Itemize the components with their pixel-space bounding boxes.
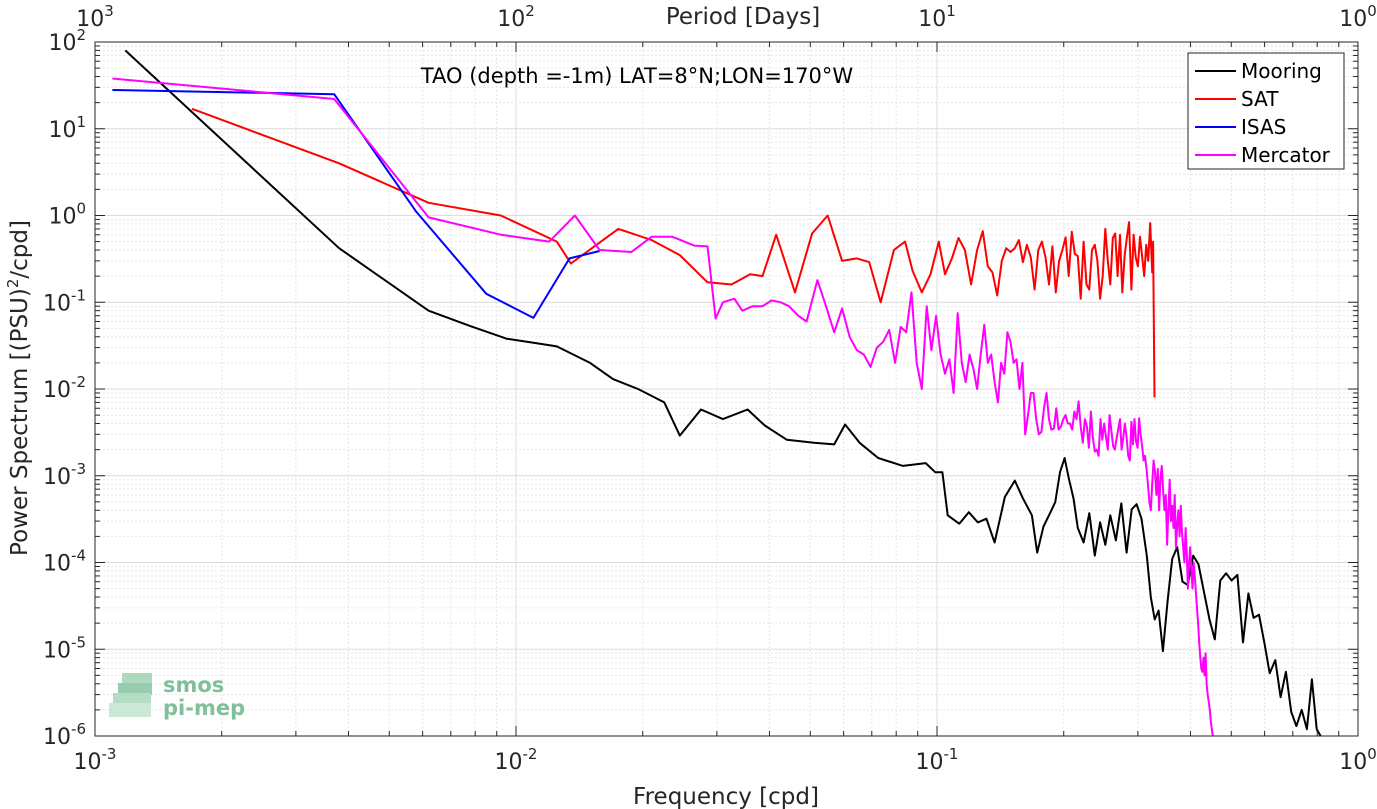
y-tick-label-exp: -1 [71, 286, 86, 304]
y-tick-label: 102 [48, 26, 86, 56]
series-group [112, 49, 1322, 736]
x2-tick-label: 102 [497, 2, 535, 32]
y-tick-label-base: 10 [48, 118, 76, 143]
x-tick-label-exp: -3 [102, 745, 117, 763]
series-line-isas [112, 89, 600, 319]
y-tick-label-exp: 2 [76, 26, 86, 44]
y-tick-label: 10-2 [43, 373, 86, 403]
logo-line1: smos [163, 673, 224, 697]
x-tick-label-base: 10 [916, 750, 944, 775]
y-tick-label: 10-4 [43, 547, 86, 577]
chart-title: TAO (depth =-1m) LAT=8°N;LON=170°W [420, 64, 854, 88]
legend-label-mooring: Mooring [1241, 59, 1322, 83]
legend-box [1187, 52, 1345, 170]
legend: Mooring SAT ISAS Mercator [1187, 52, 1345, 170]
y-tick-label-base: 10 [43, 552, 71, 577]
y-axis-label-tail: /cpd] [7, 220, 33, 279]
y-tick-label-exp: -6 [71, 720, 86, 738]
y-tick-label: 101 [48, 113, 86, 143]
y-tick-label: 10-1 [43, 286, 86, 316]
x-tick-label-exp: -1 [944, 745, 959, 763]
x2-tick-label-base: 10 [1339, 7, 1367, 32]
y-tick-label-base: 10 [43, 378, 71, 403]
y-tick-label-base: 10 [43, 291, 71, 316]
x-tick-label: 100 [1339, 745, 1377, 775]
y-tick-label: 10-5 [43, 633, 86, 663]
x-tick-label-base: 10 [495, 750, 523, 775]
y-tick-label: 10-3 [43, 460, 86, 490]
x2-tick-label-exp: 0 [1367, 2, 1377, 20]
y-tick-label-base: 10 [43, 465, 71, 490]
x-tick-label-base: 10 [74, 750, 102, 775]
x2-tick-label: 100 [1339, 2, 1377, 32]
x-axis-label: Frequency [cpd] [633, 784, 819, 809]
legend-items: Mooring SAT ISAS Mercator [1195, 59, 1331, 167]
smos-pimep-logo: smos pi-mep [109, 673, 245, 720]
series-line-mooring [124, 49, 1322, 736]
x2-tick-label-exp: 3 [104, 2, 114, 20]
legend-label-mercator: Mercator [1241, 143, 1331, 167]
y-tick-label-exp: 0 [76, 200, 86, 218]
x-tick-label: 10-1 [916, 745, 959, 775]
y-tick-label-exp: -4 [71, 547, 86, 565]
y-axis-label: Power Spectrum [(PSU)2/cpd] [4, 220, 33, 556]
y-tick-label: 10-6 [43, 720, 86, 750]
y-tick-label-exp: -2 [71, 373, 86, 391]
y-tick-label-base: 10 [48, 205, 76, 230]
series-line-mercator [112, 77, 1214, 736]
y-tick-label-exp: -3 [71, 460, 86, 478]
logo-line2: pi-mep [163, 696, 245, 720]
y-tick-label-exp: 1 [76, 113, 86, 131]
x2-tick-label-base: 10 [76, 7, 104, 32]
y-tick-label: 100 [48, 200, 86, 230]
logo-mark-icon [109, 673, 152, 717]
y-tick-label-exp: -5 [71, 633, 86, 651]
x2-axis-label: Period [Days] [666, 4, 820, 30]
x-tick-label-base: 10 [1339, 750, 1367, 775]
y-tick-label-base: 10 [43, 638, 71, 663]
legend-label-isas: ISAS [1241, 115, 1286, 139]
x2-tick-label-base: 10 [918, 7, 946, 32]
y-axis-label-sup: 2 [4, 279, 22, 289]
x2-tick-label-exp: 2 [525, 2, 535, 20]
x-tick-label: 10-3 [74, 745, 117, 775]
y-tick-label-base: 10 [48, 31, 76, 56]
x2-tick-label-base: 10 [497, 7, 525, 32]
series-line-sat [191, 107, 1156, 398]
y-axis-label-main: Power Spectrum [(PSU) [7, 288, 33, 556]
y-tick-label-base: 10 [43, 725, 71, 750]
x2-tick-label: 103 [76, 2, 114, 32]
x-tick-label-exp: -2 [523, 745, 538, 763]
x2-tick-label: 101 [918, 2, 956, 32]
x2-tick-label-exp: 1 [946, 2, 956, 20]
x-tick-label: 10-2 [495, 745, 538, 775]
ticks: 10-310310-210210-110110010010210110010-1… [43, 2, 1377, 775]
legend-label-sat: SAT [1241, 87, 1279, 111]
x-tick-label-exp: 0 [1367, 745, 1377, 763]
